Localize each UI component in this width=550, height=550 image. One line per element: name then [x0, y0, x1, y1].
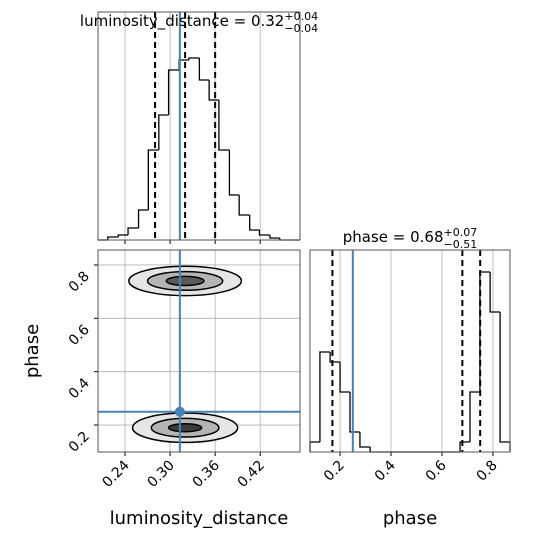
histogram-bin	[349, 392, 360, 433]
histogram-bin	[489, 272, 501, 313]
title-main: phase = 0.68	[343, 228, 444, 246]
histogram-bin	[167, 69, 180, 115]
histogram-bin	[158, 114, 169, 150]
histogram-bin	[127, 227, 139, 235]
histogram-bin	[249, 215, 260, 231]
x-axis-label: phase	[383, 508, 437, 529]
histogram-bin	[198, 58, 210, 81]
contour	[165, 275, 205, 287]
histogram-bin	[329, 352, 341, 363]
histogram-bin	[238, 195, 250, 216]
panel-title: phase = 0.68+0.07 −0.51	[343, 226, 478, 251]
y-axis-label: phase	[22, 324, 43, 378]
histogram-bin	[147, 149, 159, 210]
histogram-bin	[319, 351, 331, 442]
histogram-bin	[218, 100, 230, 151]
panel-title: luminosity_distance = 0.32+0.04 −0.04	[80, 10, 318, 35]
title-sub: −0.51	[444, 238, 478, 251]
histogram-bin	[117, 234, 129, 237]
title-sup: +0.07	[444, 226, 478, 239]
x-axis-label: luminosity_distance	[110, 508, 289, 529]
title-sup: +0.04	[284, 10, 318, 23]
histogram-bin	[269, 235, 280, 239]
histogram-bin	[208, 80, 219, 101]
panel-frame	[97, 249, 301, 453]
contour	[167, 422, 203, 433]
histogram-bin	[339, 362, 350, 393]
title-sub: −0.04	[284, 22, 318, 35]
histogram-bin	[228, 150, 240, 196]
histogram-bin	[107, 236, 119, 240]
panel-frame	[309, 249, 511, 453]
histogram-bin	[188, 57, 200, 60]
histogram-bin	[359, 432, 371, 448]
histogram-bin	[258, 230, 270, 236]
panel-frame	[97, 11, 301, 241]
histogram-bin	[469, 391, 480, 442]
title-main: luminosity_distance = 0.32	[80, 12, 284, 31]
histogram-bin	[459, 441, 470, 452]
truth-point	[174, 406, 185, 417]
histogram-bin	[137, 209, 149, 228]
